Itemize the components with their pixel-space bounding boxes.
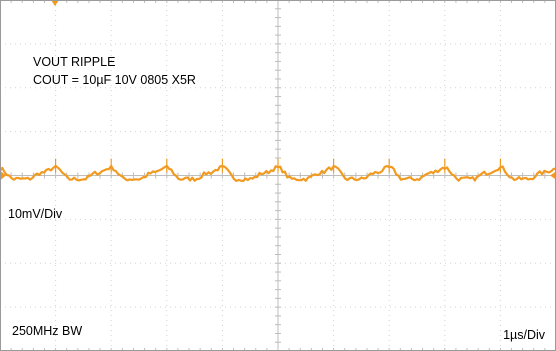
title-line-2: COUT = 10µF 10V 0805 X5R	[33, 73, 196, 87]
time-scale-label: 1µs/Div	[503, 328, 546, 342]
title-line-1: VOUT RIPPLE	[33, 55, 115, 69]
ripple-trace-group	[0, 158, 556, 183]
channel-level-marker	[0, 170, 6, 181]
scope-markers	[0, 0, 556, 181]
trigger-level-marker	[550, 171, 556, 180]
bandwidth-label: 250MHz BW	[12, 324, 82, 338]
trigger-position-marker	[51, 0, 59, 6]
vertical-scale-label: 10mV/Div	[8, 207, 63, 221]
